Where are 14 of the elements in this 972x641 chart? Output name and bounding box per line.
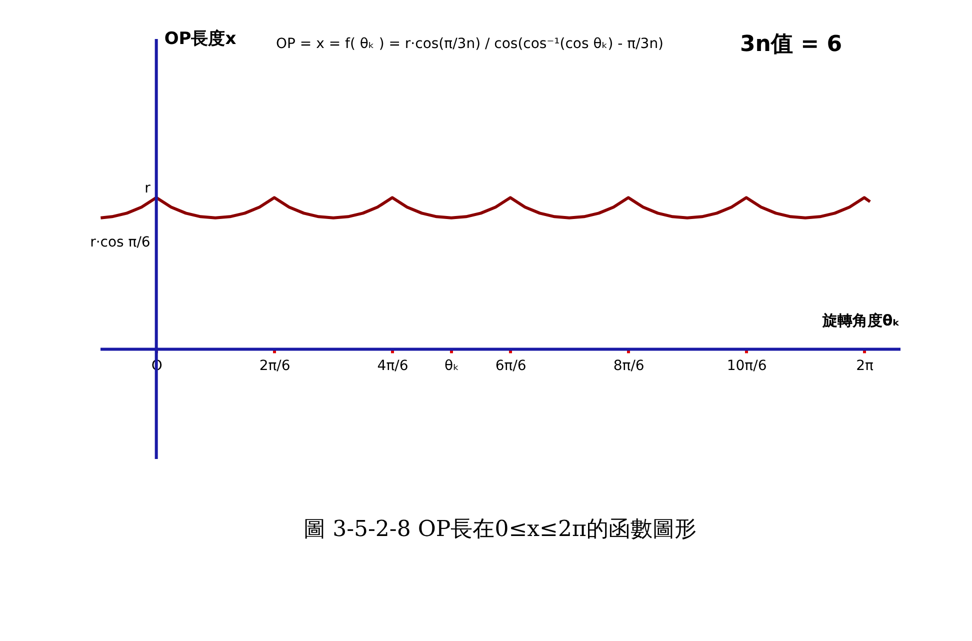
annotation: r bbox=[144, 180, 151, 197]
text: 3n值 = 6 bbox=[740, 32, 842, 57]
x-tick-label: θₖ bbox=[444, 358, 460, 374]
x-tick-label: 8π/6 bbox=[613, 358, 644, 374]
x-tick-label: 6π/6 bbox=[495, 358, 526, 374]
caption: 圖 3-5-2-8 OP長在0≤x≤2π的函數圖形 bbox=[304, 517, 696, 542]
text: OP = x = f( θₖ ) = r·cos(π/3n) / cos(cos⁻¹(cos θₖ) - π/3n) bbox=[276, 36, 664, 52]
x-axis-title: 旋轉角度θₖ bbox=[821, 312, 900, 330]
x-tick-label: 2π/6 bbox=[259, 358, 290, 374]
x-tick-label: 10π/6 bbox=[726, 358, 767, 374]
x-tick-label: 4π/6 bbox=[377, 358, 408, 374]
text: OP長度x bbox=[164, 29, 236, 49]
annotation: r·cos π/6 bbox=[90, 234, 150, 251]
x-tick-label: 2π bbox=[856, 358, 874, 374]
